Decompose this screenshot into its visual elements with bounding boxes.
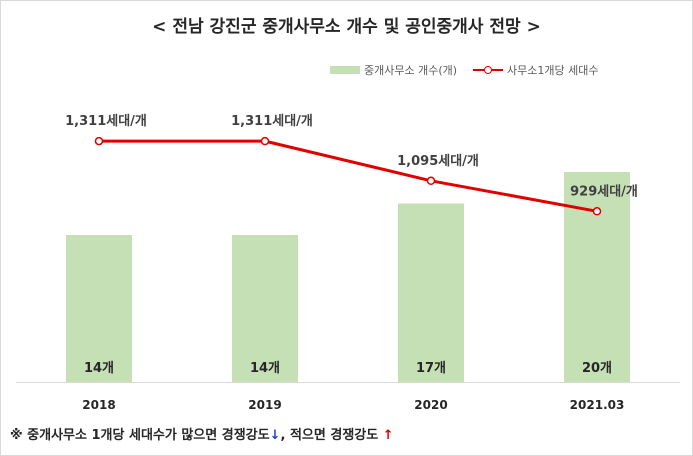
line-label-3: 929세대/개 (570, 184, 638, 199)
footnote: ※ 중개사무소 1개당 세대수가 많으면 경쟁강도↓, 적으면 경쟁강도 ↑ (10, 424, 394, 443)
arrow-down-icon: ↓ (269, 428, 281, 443)
legend-label-bar: 중개사무소 개수(개) (364, 64, 458, 77)
bar-label-3: 20개 (582, 361, 612, 376)
x-tick-label-3: 2021.03 (570, 398, 625, 412)
footnote-text-1: ※ 중개사무소 1개당 세대수가 많으면 경쟁강도 (10, 428, 270, 443)
bar-1 (232, 235, 298, 382)
line-series (99, 139, 598, 213)
x-tick-label-2: 2020 (414, 398, 447, 412)
legend-item-line: 사무소1개당 세대수 (473, 62, 599, 78)
line-point-1 (260, 136, 270, 146)
line-point-2 (426, 176, 436, 186)
bar-3 (564, 172, 630, 382)
legend-item-bar: 중개사무소 개수(개) (330, 62, 457, 78)
line-label-0: 1,311세대/개 (65, 114, 147, 129)
footnote-text-2: , 적으면 경쟁강도 (280, 428, 379, 443)
legend-swatch-line (473, 65, 504, 75)
bar-label-1: 14개 (250, 361, 280, 376)
x-tick-label-0: 2018 (82, 398, 115, 412)
bar-2 (398, 203, 464, 382)
chart-title: < 전남 강진군 중개사무소 개수 및 공인중개사 전망 > (152, 17, 541, 37)
legend-label-line: 사무소1개당 세대수 (507, 64, 599, 77)
line-label-1: 1,311세대/개 (231, 114, 313, 129)
x-tick-label-1: 2019 (248, 398, 281, 412)
bar-0 (66, 235, 132, 382)
bar-label-2: 17개 (416, 361, 446, 376)
legend-swatch-bar (330, 66, 360, 74)
line-point-0 (94, 136, 104, 146)
arrow-up-icon: ↑ (382, 428, 394, 443)
chart-legend: 중개사무소 개수(개) 사무소1개당 세대수 (330, 62, 615, 78)
line-point-3 (592, 207, 602, 216)
line-label-2: 1,095세대/개 (397, 154, 479, 169)
bar-label-0: 14개 (84, 361, 114, 376)
